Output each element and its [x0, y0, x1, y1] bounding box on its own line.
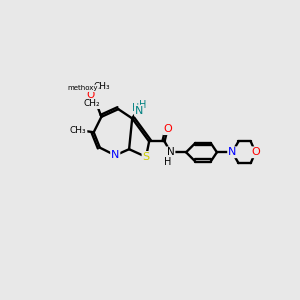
Text: O: O [251, 147, 260, 157]
Text: H: H [164, 157, 171, 166]
Text: N: N [111, 150, 119, 160]
Text: O: O [86, 89, 95, 100]
Text: S: S [142, 152, 150, 162]
Text: methoxy: methoxy [68, 85, 98, 91]
Text: CH₃: CH₃ [70, 126, 87, 135]
Text: CH₃: CH₃ [93, 82, 110, 91]
Text: CH₂: CH₂ [83, 99, 100, 108]
Text: N: N [167, 147, 175, 157]
Text: N: N [135, 106, 143, 116]
Text: O: O [163, 124, 172, 134]
Text: N: N [228, 147, 236, 157]
Text: H: H [132, 103, 140, 113]
Text: H: H [139, 100, 147, 110]
